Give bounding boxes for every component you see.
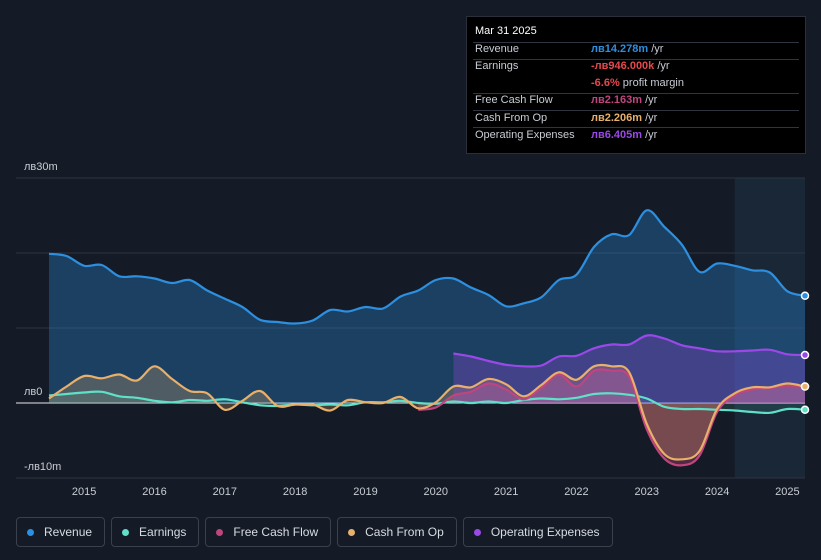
- legend-label: Cash From Op: [365, 525, 444, 539]
- tooltip-value: -6.6% profit margin: [591, 77, 684, 89]
- legend-label: Free Cash Flow: [233, 525, 319, 539]
- y-tick-label: -лв10m: [24, 461, 61, 473]
- tooltip-label: Revenue: [475, 43, 520, 55]
- x-tick-label: 2022: [564, 486, 588, 498]
- legend-item-free-cash-flow[interactable]: Free Cash Flow: [205, 517, 332, 547]
- earnings-dot-icon: [122, 528, 130, 536]
- tooltip-row-profit-margin: -6.6% profit margin: [467, 75, 807, 92]
- earnings-end-marker: [800, 405, 810, 414]
- tooltip-row-revenue: Revenue лв14.278m /yr: [467, 41, 807, 58]
- legend-item-earnings[interactable]: Earnings: [111, 517, 200, 547]
- tooltip-date: Mar 31 2025: [475, 25, 537, 37]
- operating-expenses-dot-icon: [473, 528, 481, 536]
- tooltip-value: лв2.163m /yr: [591, 94, 658, 106]
- x-tick-label: 2019: [353, 486, 377, 498]
- tooltip-label: Cash From Op: [475, 112, 548, 124]
- cash-from-op-end-marker: [800, 382, 810, 391]
- operating-expenses-line: [453, 334, 806, 368]
- x-tick-label: 2016: [142, 486, 166, 498]
- tooltip-row-cash-from-op: Cash From Op лв2.206m /yr: [467, 110, 807, 127]
- revenue-area: [49, 210, 805, 403]
- x-tick-label: 2023: [635, 486, 659, 498]
- earnings-area: [49, 391, 805, 413]
- tooltip-value: -лв946.000k /yr: [591, 60, 670, 72]
- x-tick-label: 2015: [72, 486, 96, 498]
- cash-from-op-line: [48, 363, 806, 461]
- x-tick-label: 2021: [494, 486, 518, 498]
- legend-label: Operating Expenses: [490, 525, 600, 539]
- earnings-line: [48, 390, 806, 415]
- x-tick-label: 2025: [775, 486, 799, 498]
- tooltip-label: Free Cash Flow: [475, 94, 553, 106]
- x-tick-label: 2018: [283, 486, 307, 498]
- legend-label: Revenue: [44, 525, 93, 539]
- revenue-dot-icon: [27, 528, 34, 536]
- cash-from-op-dot-icon: [348, 528, 356, 536]
- y-tick-label: лв0: [24, 386, 42, 398]
- legend-item-operating-expenses[interactable]: Operating Expenses: [462, 517, 613, 547]
- x-tick-label: 2017: [213, 486, 237, 498]
- free-cash-flow-dot-icon: [216, 528, 224, 536]
- tooltip-value: лв14.278m /yr: [591, 43, 664, 55]
- revenue-line: [48, 209, 806, 325]
- tooltip-row-earnings: Earnings -лв946.000k /yr: [467, 58, 807, 75]
- x-tick-label: 2020: [424, 486, 448, 498]
- legend-label: Earnings: [139, 525, 187, 539]
- legend-item-revenue[interactable]: Revenue: [16, 517, 106, 547]
- tooltip-row-free-cash-flow: Free Cash Flow лв2.163m /yr: [467, 92, 807, 109]
- y-tick-label: лв30m: [24, 161, 58, 173]
- cash-from-op-area: [49, 365, 805, 460]
- x-tick-label: 2024: [705, 486, 729, 498]
- financial-chart: лв30m лв0 -лв10m 2015 2016 2017 2018 2019 2020 20…: [16, 161, 810, 498]
- tooltip-label: Earnings: [475, 60, 519, 72]
- legend: Revenue Earnings Free Cash Flow Cash Fro…: [16, 517, 613, 547]
- tooltip-value: лв6.405m /yr: [591, 129, 658, 141]
- revenue-end-marker: [800, 291, 810, 300]
- free-cash-flow-line: [418, 368, 806, 467]
- tooltip-value: лв2.206m /yr: [591, 112, 658, 124]
- tooltip-label: Operating Expenses: [475, 129, 575, 141]
- operating-expenses-end-marker: [800, 350, 810, 360]
- tooltip-panel: Mar 31 2025 Revenue лв14.278m /yr Earnin…: [466, 16, 806, 154]
- legend-item-cash-from-op[interactable]: Cash From Op: [337, 517, 457, 547]
- free-cash-flow-area: [418, 369, 805, 466]
- tooltip-row-operating-expenses: Operating Expenses лв6.405m /yr: [467, 127, 807, 144]
